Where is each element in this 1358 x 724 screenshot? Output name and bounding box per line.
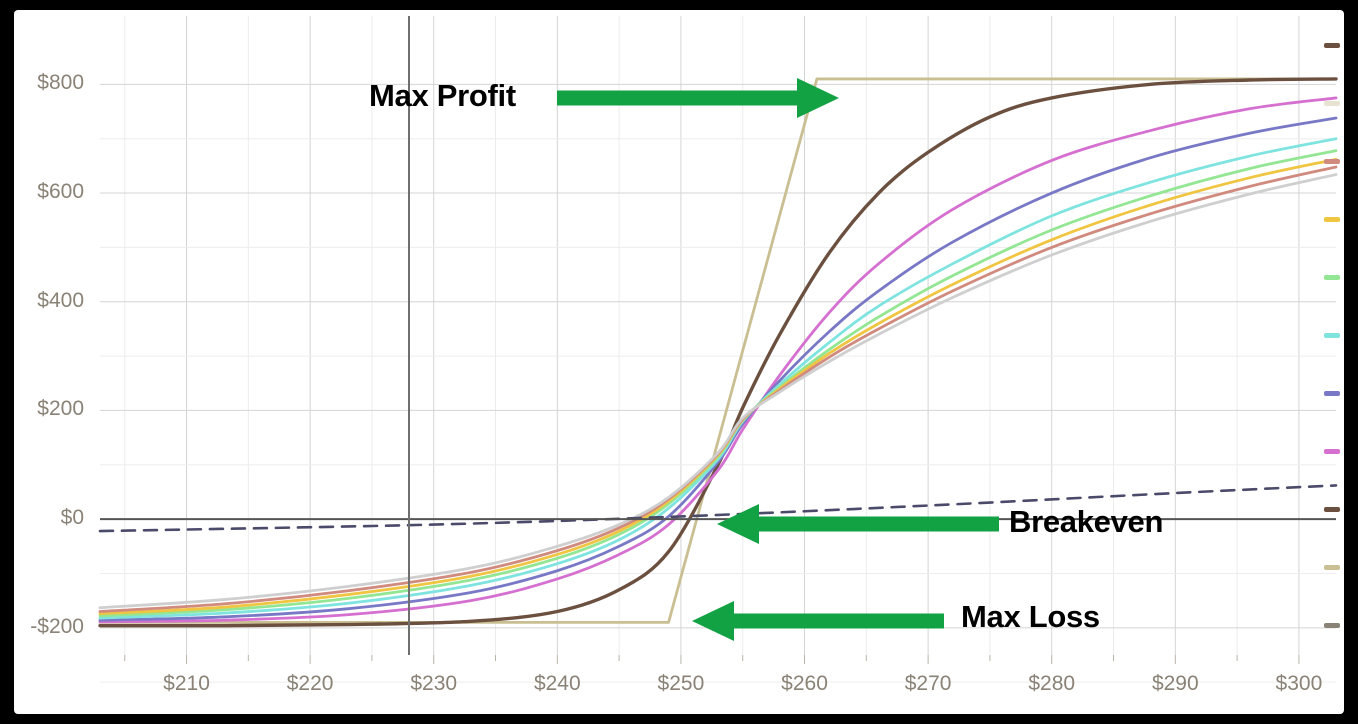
annotation-arrows [557, 78, 999, 641]
x-axis-tick-label: $250 [657, 672, 705, 695]
x-axis-tick-label: $270 [904, 672, 952, 695]
breakeven-arrow [717, 504, 999, 544]
annotation-max-profit-label: Max Profit [369, 78, 516, 113]
legend-swatch[interactable] [1324, 449, 1340, 454]
y-axis-tick-label: $400 [37, 288, 84, 312]
x-axis-tick-label: $240 [533, 672, 581, 695]
legend-swatch[interactable] [1324, 333, 1340, 338]
legend-swatch[interactable] [1324, 507, 1340, 512]
y-axis-tick-label: $200 [37, 397, 84, 421]
legend-swatch[interactable] [1324, 623, 1340, 628]
x-axis-tick-label: $290 [1151, 672, 1199, 695]
x-axis-tick-label: $210 [163, 672, 210, 695]
legend-swatch[interactable] [1324, 159, 1340, 164]
payoff-curve-t-minus-8 [98, 173, 1338, 610]
x-axis-tick-label: $260 [781, 672, 828, 695]
payoff-curve-t-minus-1 [98, 77, 1338, 628]
y-axis-tick-label: $0 [60, 506, 84, 530]
annotation-breakeven-label: Breakeven [1009, 504, 1164, 539]
legend-swatch[interactable] [1324, 391, 1340, 396]
y-axis-tick-label: -$200 [30, 614, 84, 638]
chart-frame: Max Profit Breakeven Max Loss $800 $600 $4… [14, 10, 1344, 714]
payoff-curve-breakeven-reference [98, 484, 1338, 533]
reference-lines [100, 16, 1336, 655]
y-axis-tick-label: $600 [37, 180, 84, 204]
x-axis-tick-label: $220 [286, 672, 334, 695]
payoff-curve-t-minus-3 [98, 116, 1338, 622]
x-axis-tick-label: $300 [1275, 672, 1323, 695]
max-profit-arrow [557, 78, 839, 118]
x-axis-tick-label: $280 [1028, 672, 1076, 695]
legend-swatch[interactable] [1324, 565, 1340, 570]
x-axis-tick-label: $230 [410, 672, 458, 695]
max-loss-arrow [692, 601, 944, 641]
payoff-curves [98, 77, 1338, 628]
legend-swatch[interactable] [1324, 217, 1340, 222]
options-payoff-chart[interactable]: Max Profit Breakeven Max Loss $800 $600 $4… [14, 10, 1344, 714]
legend-swatch[interactable] [1324, 43, 1340, 48]
payoff-curve-t-minus-2 [98, 96, 1338, 624]
legend-swatch[interactable] [1324, 275, 1340, 280]
legend-swatch[interactable] [1324, 101, 1340, 106]
annotation-max-loss-label: Max Loss [961, 599, 1100, 634]
y-axis-tick-label: $800 [37, 71, 84, 95]
legend-color-strip[interactable] [14, 10, 1344, 714]
